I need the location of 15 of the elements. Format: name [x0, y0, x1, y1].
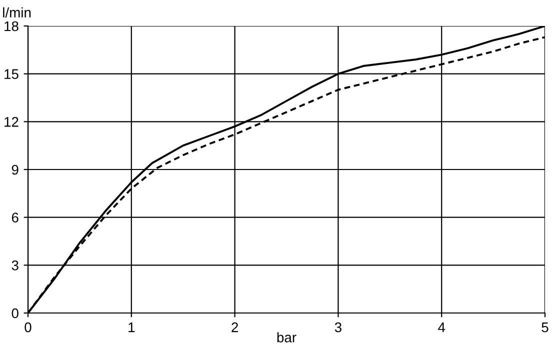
y-tick-label: 3 — [12, 260, 18, 270]
x-tick-label: 0 — [24, 322, 32, 332]
y-tick-label: 18 — [4, 21, 18, 32]
x-tick-label: 5 — [542, 322, 548, 332]
y-axis-title: l/min — [3, 7, 31, 18]
x-tick-label: 3 — [334, 322, 342, 332]
x-axis-title: bar — [277, 332, 296, 342]
y-tick-label: 0 — [12, 308, 18, 318]
x-tick-label: 1 — [128, 322, 135, 332]
y-tick-label: 9 — [12, 164, 18, 175]
x-tick-label: 2 — [232, 322, 238, 332]
y-tick-label: 15 — [4, 69, 18, 80]
x-tick-label: 4 — [438, 322, 446, 332]
y-tick-label: 12 — [4, 117, 18, 127]
y-tick-label: 6 — [12, 212, 18, 223]
